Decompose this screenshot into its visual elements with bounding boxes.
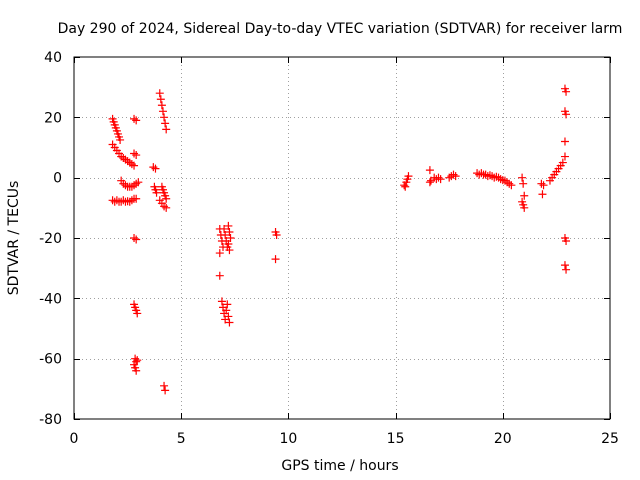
data-point: [224, 221, 233, 230]
data-point: [134, 178, 143, 187]
x-axis-title: GPS time / hours: [281, 458, 398, 474]
data-point: [157, 101, 166, 110]
data-point: [215, 271, 224, 280]
data-point: [539, 181, 548, 190]
data-point: [271, 255, 280, 264]
x-tick-label: 20: [494, 431, 512, 447]
data-point: [224, 240, 233, 249]
y-axis-title: SDTVAR / TECUs: [6, 181, 22, 296]
data-point: [401, 182, 410, 191]
data-point: [272, 230, 281, 239]
y-tick-label: 20: [44, 110, 62, 126]
y-tick-label: -20: [39, 231, 62, 247]
data-point: [121, 181, 130, 190]
data-point: [217, 297, 226, 306]
data-point: [562, 87, 571, 96]
data-point: [520, 203, 529, 212]
data-point: [560, 152, 569, 161]
chart-title: Day 290 of 2024, Sidereal Day-to-day VTE…: [58, 21, 623, 37]
data-point: [434, 173, 443, 182]
data-point: [155, 89, 164, 98]
data-point: [132, 366, 141, 375]
data-point: [130, 114, 139, 123]
data-point: [562, 265, 571, 274]
x-tick-label: 5: [177, 431, 186, 447]
data-point: [161, 119, 170, 128]
data-points: [108, 84, 571, 395]
y-tick-label: -40: [39, 291, 62, 307]
data-point: [132, 116, 141, 125]
data-point: [225, 318, 234, 327]
data-point: [156, 95, 165, 104]
data-point: [162, 203, 171, 212]
y-tick-label: 0: [53, 171, 62, 187]
data-point: [132, 151, 141, 160]
data-point: [560, 137, 569, 146]
data-point: [222, 306, 231, 315]
data-point: [152, 188, 161, 197]
grid-lines: [74, 57, 610, 419]
data-point: [215, 249, 224, 258]
data-point: [132, 194, 141, 203]
data-point: [226, 234, 235, 242]
data-point: [223, 300, 232, 309]
data-point: [162, 125, 171, 134]
data-point: [161, 386, 170, 395]
data-point: [425, 178, 434, 187]
data-point: [562, 237, 571, 246]
data-point: [133, 309, 142, 318]
data-point: [560, 261, 569, 270]
data-point: [224, 312, 233, 321]
x-tick-label: 10: [279, 431, 297, 447]
data-point: [436, 175, 445, 184]
data-point: [519, 179, 528, 188]
data-point: [507, 181, 516, 190]
data-point: [133, 356, 142, 365]
data-point: [116, 135, 125, 144]
data-point: [162, 194, 171, 203]
data-point: [160, 113, 169, 122]
data-point: [132, 235, 141, 244]
data-point: [425, 166, 434, 175]
axis-ticks: 0 5 10 15 20 25 -80 -60 -40 -20 0 20 40: [39, 50, 619, 447]
data-point: [538, 190, 547, 199]
data-point: [520, 191, 529, 200]
data-point: [537, 179, 546, 188]
data-point: [158, 107, 167, 116]
data-point: [562, 110, 571, 119]
data-point: [481, 170, 490, 179]
data-point: [220, 224, 229, 233]
data-point: [518, 173, 527, 182]
data-point: [225, 246, 234, 255]
data-point: [149, 163, 158, 172]
y-tick-label: 40: [44, 50, 62, 66]
data-point: [151, 164, 160, 173]
data-point: [130, 149, 139, 158]
data-point: [119, 196, 128, 205]
x-tick-label: 25: [601, 431, 619, 447]
data-point: [451, 172, 460, 181]
data-point: [160, 381, 169, 390]
y-tick-label: -60: [39, 352, 62, 368]
data-point: [221, 230, 230, 239]
data-point: [558, 158, 567, 167]
data-point: [225, 227, 234, 236]
x-tick-label: 0: [70, 431, 79, 447]
y-tick-label: -80: [39, 412, 62, 428]
data-point: [404, 172, 413, 181]
x-tick-label: 15: [387, 431, 405, 447]
data-point: [127, 196, 136, 205]
data-point: [130, 234, 139, 242]
data-point: [130, 161, 139, 170]
